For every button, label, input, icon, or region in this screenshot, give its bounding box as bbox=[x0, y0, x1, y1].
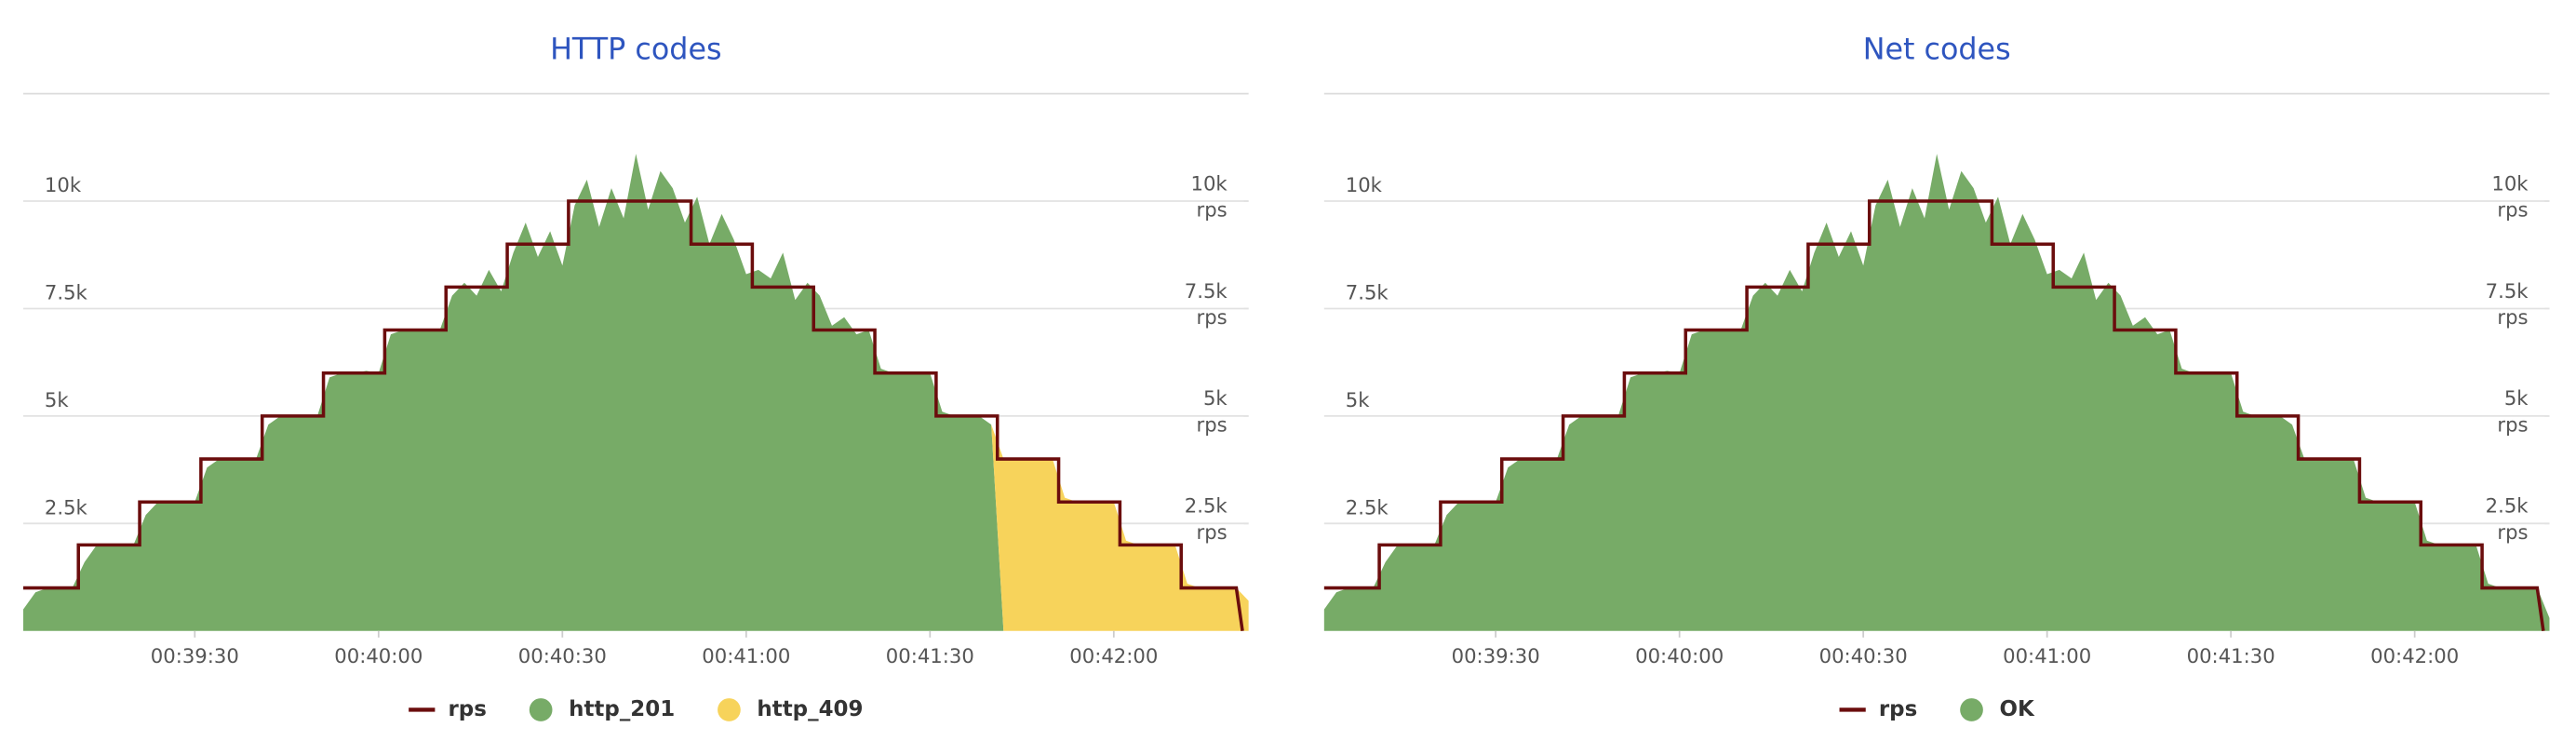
legend-label: http_409 bbox=[757, 697, 863, 721]
y2-tick-unit: rps bbox=[2497, 305, 2528, 329]
y-tick-label: 7.5k bbox=[1346, 281, 1389, 304]
x-tick-label: 00:41:30 bbox=[2187, 644, 2275, 667]
chart-panel: Net codes2.5k5k7.5k10k2.5krps5krps7.5krp… bbox=[1323, 34, 2550, 721]
x-tick-label: 00:42:00 bbox=[2370, 644, 2459, 667]
y-tick-label: 5k bbox=[1346, 388, 1370, 411]
legend-swatch bbox=[1960, 698, 1983, 721]
y2-tick-label: 2.5k bbox=[1185, 494, 1228, 518]
chart-panel: HTTP codes2.5k5k7.5k10k2.5krps5krps7.5kr… bbox=[22, 34, 1249, 721]
legend-item: rps bbox=[409, 697, 487, 721]
legend-swatch bbox=[718, 698, 741, 721]
x-tick-label: 00:39:30 bbox=[1452, 644, 1540, 667]
x-tick-label: 00:39:30 bbox=[151, 644, 239, 667]
area bbox=[1323, 154, 2550, 631]
chart-title: HTTP codes bbox=[550, 34, 721, 67]
x-tick-label: 00:40:30 bbox=[1819, 644, 1908, 667]
y2-tick-label: 10k bbox=[1191, 171, 1228, 195]
chart-title: Net codes bbox=[1863, 34, 2011, 67]
legend-item: rps bbox=[1839, 697, 1917, 721]
legend: rps http_201 http_409 bbox=[409, 697, 863, 721]
legend-item: OK bbox=[1960, 697, 2035, 721]
y2-tick-label: 7.5k bbox=[1185, 279, 1228, 303]
y-tick-label: 5k bbox=[45, 388, 69, 411]
x-tick-label: 00:40:00 bbox=[334, 644, 423, 667]
legend-label: OK bbox=[2000, 697, 2035, 721]
y2-tick-label: 5k bbox=[2504, 386, 2529, 410]
y-tick-label: 10k bbox=[1346, 173, 1383, 196]
x-tick-label: 00:42:00 bbox=[1069, 644, 1158, 667]
y-tick-label: 2.5k bbox=[45, 495, 88, 519]
line bbox=[1323, 199, 2545, 631]
y-tick-label: 2.5k bbox=[1346, 495, 1389, 519]
x-tick-label: 00:40:30 bbox=[518, 644, 607, 667]
y2-tick-unit: rps bbox=[1197, 305, 1228, 329]
y-tick-label: 7.5k bbox=[45, 281, 88, 304]
y2-tick-label: 7.5k bbox=[2486, 279, 2529, 303]
line bbox=[22, 199, 1244, 631]
y2-tick-unit: rps bbox=[1197, 520, 1228, 544]
legend-item: http_409 bbox=[718, 697, 863, 721]
y2-tick-unit: rps bbox=[1197, 198, 1228, 222]
x-tick-label: 00:41:00 bbox=[702, 644, 790, 667]
legend: rps OK bbox=[1839, 697, 2035, 721]
y-tick-label: 10k bbox=[45, 173, 82, 196]
legend-label: rps bbox=[449, 697, 487, 721]
area bbox=[22, 154, 1249, 631]
y2-tick-unit: rps bbox=[2497, 198, 2528, 222]
y2-tick-label: 2.5k bbox=[2486, 494, 2529, 518]
area bbox=[22, 154, 1249, 631]
x-tick-label: 00:41:00 bbox=[2003, 644, 2091, 667]
legend-swatch bbox=[529, 698, 553, 721]
legend-item: http_201 bbox=[529, 697, 675, 721]
legend-label: http_201 bbox=[569, 697, 675, 721]
x-tick-label: 00:40:00 bbox=[1635, 644, 1724, 667]
y2-tick-unit: rps bbox=[2497, 412, 2528, 436]
legend-label: rps bbox=[1879, 697, 1917, 721]
x-tick-label: 00:41:30 bbox=[886, 644, 974, 667]
y2-tick-unit: rps bbox=[2497, 520, 2528, 544]
y2-tick-label: 5k bbox=[1203, 386, 1228, 410]
y2-tick-unit: rps bbox=[1197, 412, 1228, 436]
y2-tick-label: 10k bbox=[2491, 171, 2529, 195]
